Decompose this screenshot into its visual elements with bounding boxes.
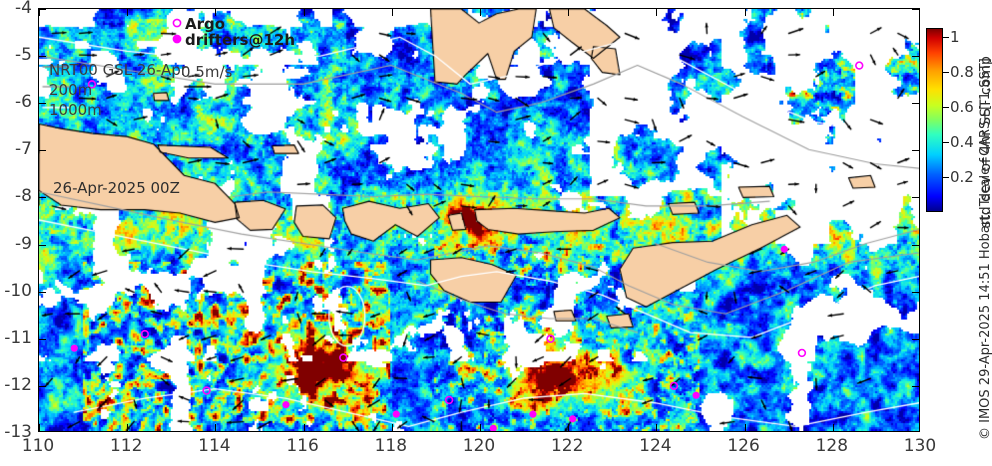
y-tick [912,9,919,10]
y-tick-label: -4 [15,0,32,18]
x-tick-label: 110 [21,436,55,456]
y-tick-label: -8 [15,186,32,207]
x-tick-label: 112 [109,436,143,456]
credit-text: © IMOS 29-Apr-2025 14:51 Hobart; Tscale=… [978,58,992,440]
y-tick [39,385,46,387]
x-tick [832,424,834,431]
colorbar-tick-label: 0.4 [950,132,974,151]
y-tick-label: -5 [15,45,32,66]
x-tick-label: 120 [462,436,496,456]
y-tick [39,150,46,152]
x-tick-label: 128 [815,436,849,456]
y-tick [39,291,46,293]
colorbar-tick [943,141,949,143]
x-tick [480,424,481,431]
y-tick [912,291,919,293]
y-tick [39,103,46,105]
colorbar-tick-label: 0.6 [950,97,974,116]
y-tick [39,338,46,340]
y-tick [912,244,919,246]
x-tick [656,424,658,431]
y-tick [39,197,46,199]
x-tick-label: 114 [198,436,231,456]
y-tick-label: -9 [15,233,32,254]
colorbar-tick [943,36,949,38]
y-tick [912,197,919,199]
x-tick [656,9,658,16]
y-tick [912,150,919,152]
x-tick [303,9,305,16]
colorbar-tick [943,71,949,73]
y-tick [912,338,919,340]
x-tick-label: 122 [550,436,584,456]
y-tick-label: -6 [15,92,32,113]
x-tick [391,424,393,431]
colorbar-tick [943,176,949,178]
x-tick [568,9,570,16]
x-tick [215,424,217,431]
x-tick [303,424,305,431]
sst-field-canvas [39,9,919,431]
date-stamp-label: 26-Apr-2025 00Z [53,179,180,197]
y-tick-label: -12 [4,374,32,395]
y-tick-label: -11 [4,327,32,348]
x-tick-label: 126 [727,436,760,456]
x-tick [39,9,40,16]
x-tick [39,424,40,431]
x-tick [480,9,481,16]
colorbar[interactable] [926,28,943,212]
y-tick-label: -7 [15,139,32,160]
x-tick [215,9,217,16]
x-tick [568,424,570,431]
x-tick [744,424,746,431]
map-plot-area[interactable]: NRT00 GSL 26-Apr 200m 1000m Argo drifter… [38,8,920,432]
y-tick [39,9,46,10]
colorbar-tick-label: 1 [950,27,960,46]
x-tick [127,424,129,431]
colorbar-tick-label: 0.8 [950,62,974,81]
x-tick [391,9,393,16]
y-tick [912,103,919,105]
x-tick [832,9,834,16]
y-tick-label: -10 [4,280,32,301]
x-tick [744,9,746,16]
x-tick-label: 124 [639,436,672,456]
y-tick [912,56,919,58]
x-tick-label: 130 [903,436,937,456]
y-tick [39,56,46,58]
y-tick [912,385,919,387]
y-tick-label: -13 [4,422,32,442]
x-tick [127,9,129,16]
colorbar-tick [943,106,949,108]
colorbar-tick-label: 0.2 [950,167,974,186]
x-tick-label: 116 [286,436,319,456]
x-tick-label: 118 [374,436,408,456]
y-tick [39,244,46,246]
